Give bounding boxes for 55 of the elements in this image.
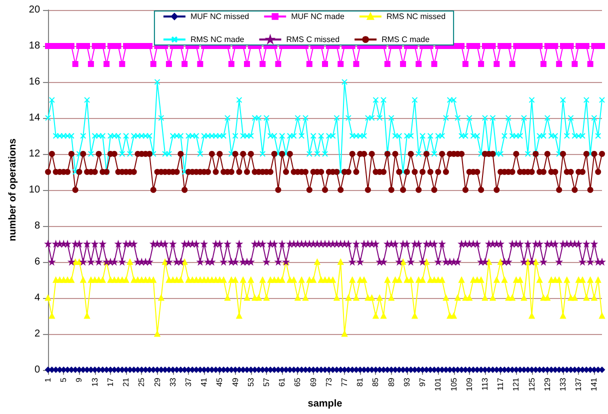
x-tick-label: 49 (230, 377, 240, 387)
x-tick-label: 141 (590, 377, 599, 392)
x-tick-label: 69 (308, 377, 318, 387)
x-tick-label: 105 (449, 377, 458, 392)
y-axis-title: number of operations (8, 138, 18, 242)
x-tick-label: 45 (215, 377, 224, 387)
x-tick-label: 57 (262, 377, 271, 387)
y-tick-label: 4 (34, 292, 40, 304)
x-tick-label: 25 (137, 377, 146, 387)
x-tick-label: 53 (246, 377, 256, 387)
x-tick-label: 81 (356, 377, 365, 387)
y-tick-label: 12 (28, 148, 40, 160)
y-tick-label: 2 (34, 328, 40, 340)
x-tick-label: 125 (527, 377, 536, 392)
legend-label: RMS NC made (190, 35, 245, 44)
y-tick-label: 8 (34, 220, 40, 232)
x-tick-label: 17 (106, 377, 115, 387)
x-tick-label: 121 (512, 377, 521, 392)
x-tick-label: 73 (324, 377, 334, 387)
x-tick-label: 101 (434, 377, 443, 392)
x-tick-label: 93 (402, 377, 412, 387)
y-tick-label: 10 (28, 184, 40, 196)
x-tick-label: 61 (278, 377, 287, 387)
x-tick-label: 65 (293, 377, 302, 387)
x-tick-label: 117 (496, 377, 506, 391)
y-tick-label: 20 (28, 4, 40, 16)
x-tick-label: 113 (480, 377, 490, 391)
y-tick-label: 6 (34, 256, 40, 268)
y-tick-label: 18 (28, 40, 40, 52)
x-tick-label: 33 (168, 377, 178, 387)
x-tick-label: 29 (152, 377, 162, 387)
x-tick-label: 41 (200, 377, 209, 387)
x-tick-label: 89 (386, 377, 396, 387)
legend-label: RMS NC missed (386, 12, 446, 21)
x-tick-label: 97 (418, 377, 428, 387)
x-tick-label: 77 (340, 377, 350, 387)
y-tick-label: 0 (34, 364, 40, 376)
legend-label: MUF NC missed (190, 12, 250, 21)
x-tick-label: 85 (371, 377, 380, 387)
legend-label: RMS C made (382, 35, 430, 44)
x-tick-label: 137 (574, 377, 584, 392)
y-tick-label: 16 (28, 76, 40, 88)
x-axis-title: sample (308, 398, 343, 410)
x-tick-label: 21 (122, 377, 131, 387)
legend-label: RMS C missed (286, 35, 340, 44)
x-tick-label: 1 (44, 377, 53, 382)
y-tick-label: 14 (28, 112, 40, 124)
x-tick-label: 109 (464, 377, 474, 392)
x-tick-label: 129 (542, 377, 552, 392)
x-tick-label: 133 (558, 377, 568, 392)
x-tick-label: 9 (74, 377, 84, 382)
x-tick-label: 5 (59, 377, 68, 382)
x-tick-label: 13 (90, 377, 100, 387)
legend-label: MUF NC made (291, 12, 345, 21)
x-tick-label: 37 (184, 377, 193, 387)
